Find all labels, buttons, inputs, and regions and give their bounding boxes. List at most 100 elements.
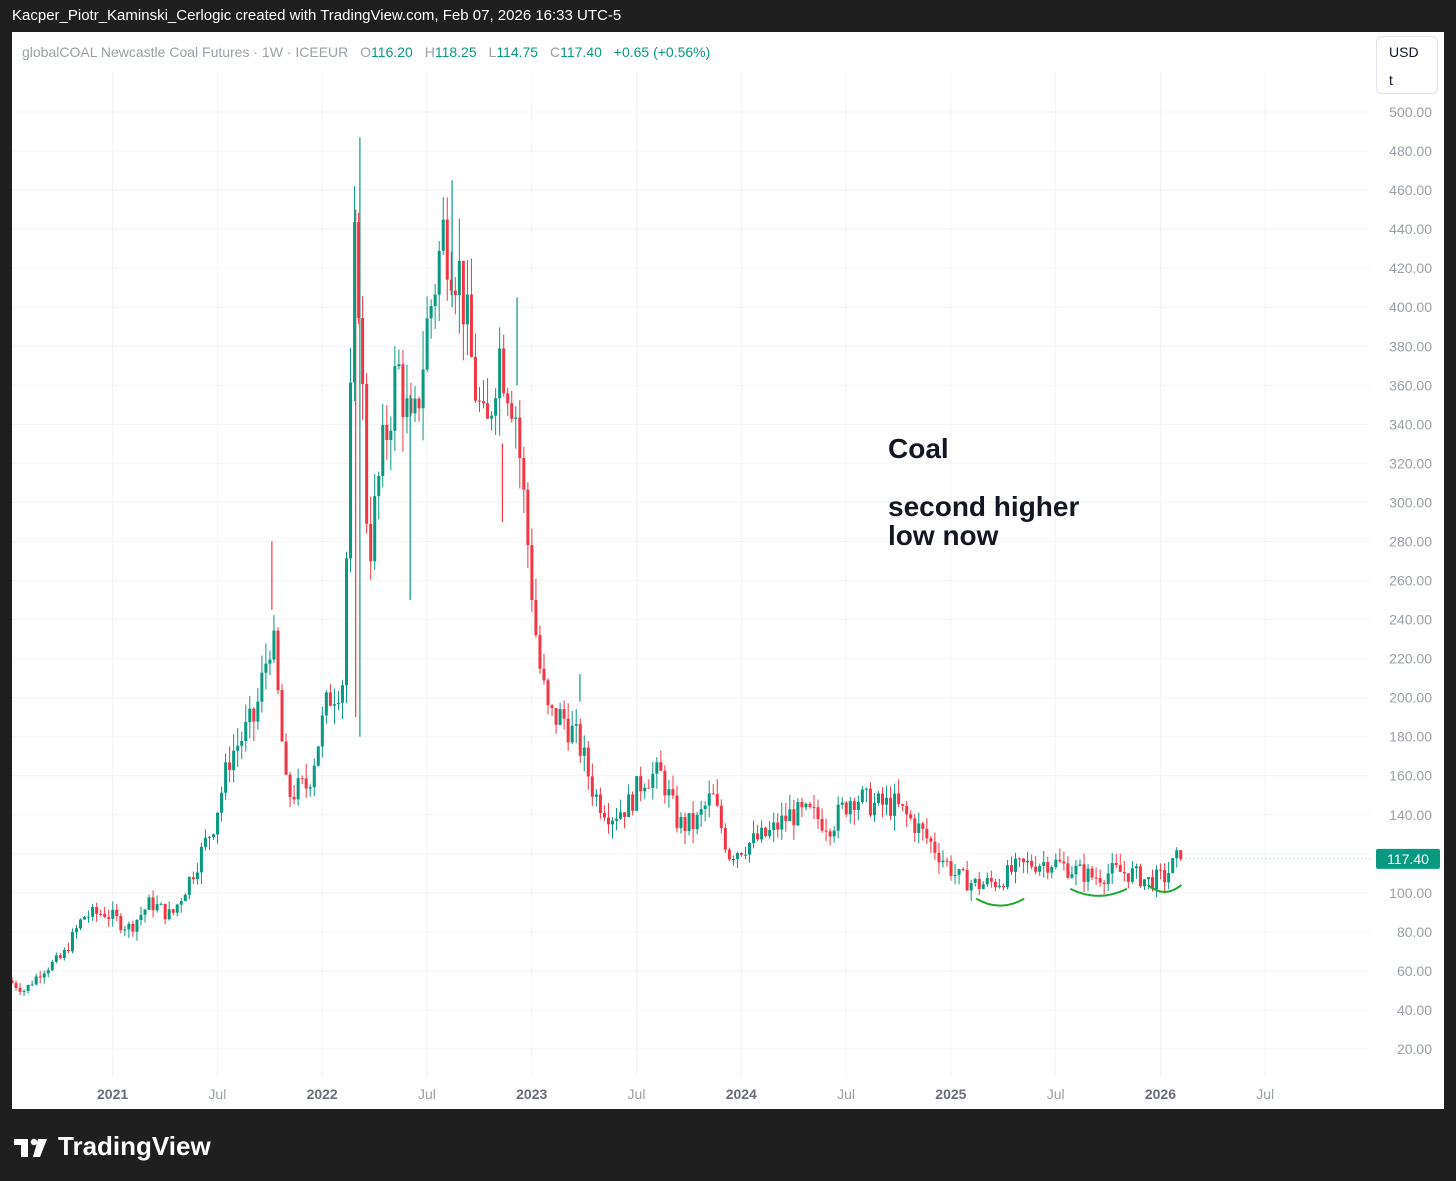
candle-body [606,817,610,825]
candle-body [562,709,566,719]
candle-body [885,797,889,805]
candle-body [997,885,1001,888]
candle-body [385,424,389,440]
candle-body [623,812,627,818]
candle-body [409,398,413,414]
candle-body [1034,866,1038,872]
candle-body [631,794,635,811]
candle-body [832,830,836,837]
y-tick-label: 460.00 [1389,182,1432,198]
candle-body [417,398,421,409]
candle-body [457,260,461,296]
candle-body [1046,862,1050,873]
candle-body [405,398,409,418]
candle-body [212,834,216,837]
candle-body [272,630,276,660]
candle-body [167,909,171,920]
candle-body [949,861,953,876]
candle-body [328,692,332,706]
candle-body [361,318,365,384]
y-tick-label: 220.00 [1389,651,1432,667]
higher-low-curve [975,897,1025,907]
annotation-line-3: low now [888,520,999,551]
y-tick-label: 480.00 [1389,143,1432,159]
candle-body [743,854,747,856]
candle-body [1038,865,1042,872]
symbol-title[interactable]: globalCOAL Newcastle Coal Futures · 1W ·… [22,44,349,60]
candle-body [349,382,353,559]
candle-body [1126,873,1130,882]
candle-body [808,803,812,807]
candle-body [1110,862,1114,874]
high-label: H [424,44,435,60]
candle-body [111,909,115,919]
attribution-text: Kacper_Piotr_Kaminski_Cerlogic created w… [12,7,622,24]
y-tick-label: 80.00 [1397,924,1432,940]
candle-body [506,393,510,404]
candle-body [969,882,973,891]
candle-body [135,919,139,932]
candle-body [203,837,207,847]
tradingview-logo[interactable]: TradingView [14,1130,211,1162]
x-tick-label: Jul [1256,1086,1274,1102]
attribution-bar: Kacper_Piotr_Kaminski_Cerlogic created w… [0,0,1456,32]
y-tick-label: 280.00 [1389,533,1432,549]
candle-body [719,805,723,829]
candle-body [514,417,518,419]
price-chart[interactable]: 20.0040.0060.0080.00100.00120.00140.0016… [12,32,1444,1109]
higher-low-curve [1147,884,1183,893]
candle-body [921,823,925,829]
candle-body [486,403,490,419]
candle-body [373,496,377,562]
measure-unit[interactable]: t [1389,72,1393,88]
y-tick-label: 340.00 [1389,416,1432,432]
candle-body [401,364,405,418]
candle-body [856,801,860,810]
candle-body [433,294,437,307]
candle-body [50,961,54,971]
unit-selector[interactable]: USD t [1376,36,1438,94]
candle-body [87,916,91,918]
candle-body [304,778,308,789]
candle-body [619,812,623,819]
chart-panel[interactable]: 20.0040.0060.0080.00100.00120.00140.0016… [12,32,1444,1109]
candle-body [1050,867,1054,873]
candle-body [445,219,449,280]
candle-body [228,762,232,771]
candle-body [909,814,913,819]
candle-body [1009,865,1013,872]
candle-body [353,222,357,383]
candle-body [776,822,780,830]
candle-body [635,776,639,811]
candle-body [518,417,522,459]
currency-unit[interactable]: USD [1389,44,1419,60]
candle-body [1018,858,1022,860]
candle-body [268,659,272,664]
candle-body [66,949,70,952]
candle-body [30,984,34,986]
high-value: 118.25 [434,44,477,60]
candle-body [981,884,985,889]
candle-body [542,668,546,681]
candle-body [973,878,977,883]
candle-body [889,797,893,816]
candle-body [683,816,687,831]
candle-body [647,787,651,789]
candle-body [554,707,558,725]
candle-body [449,279,453,291]
candle-body [248,708,252,723]
candle-body [171,909,175,913]
candle-body [961,869,965,871]
candle-body [1138,866,1142,887]
y-tick-label: 60.00 [1397,963,1432,979]
candle-body [425,318,429,370]
candle-body [220,792,224,813]
candle-body [155,904,159,911]
candle-body [893,793,897,816]
candle-body [687,813,691,831]
x-tick-label: 2023 [516,1086,547,1102]
candle-body [119,916,123,931]
y-tick-label: 360.00 [1389,377,1432,393]
candle-body [453,290,457,296]
candle-body [550,705,554,708]
